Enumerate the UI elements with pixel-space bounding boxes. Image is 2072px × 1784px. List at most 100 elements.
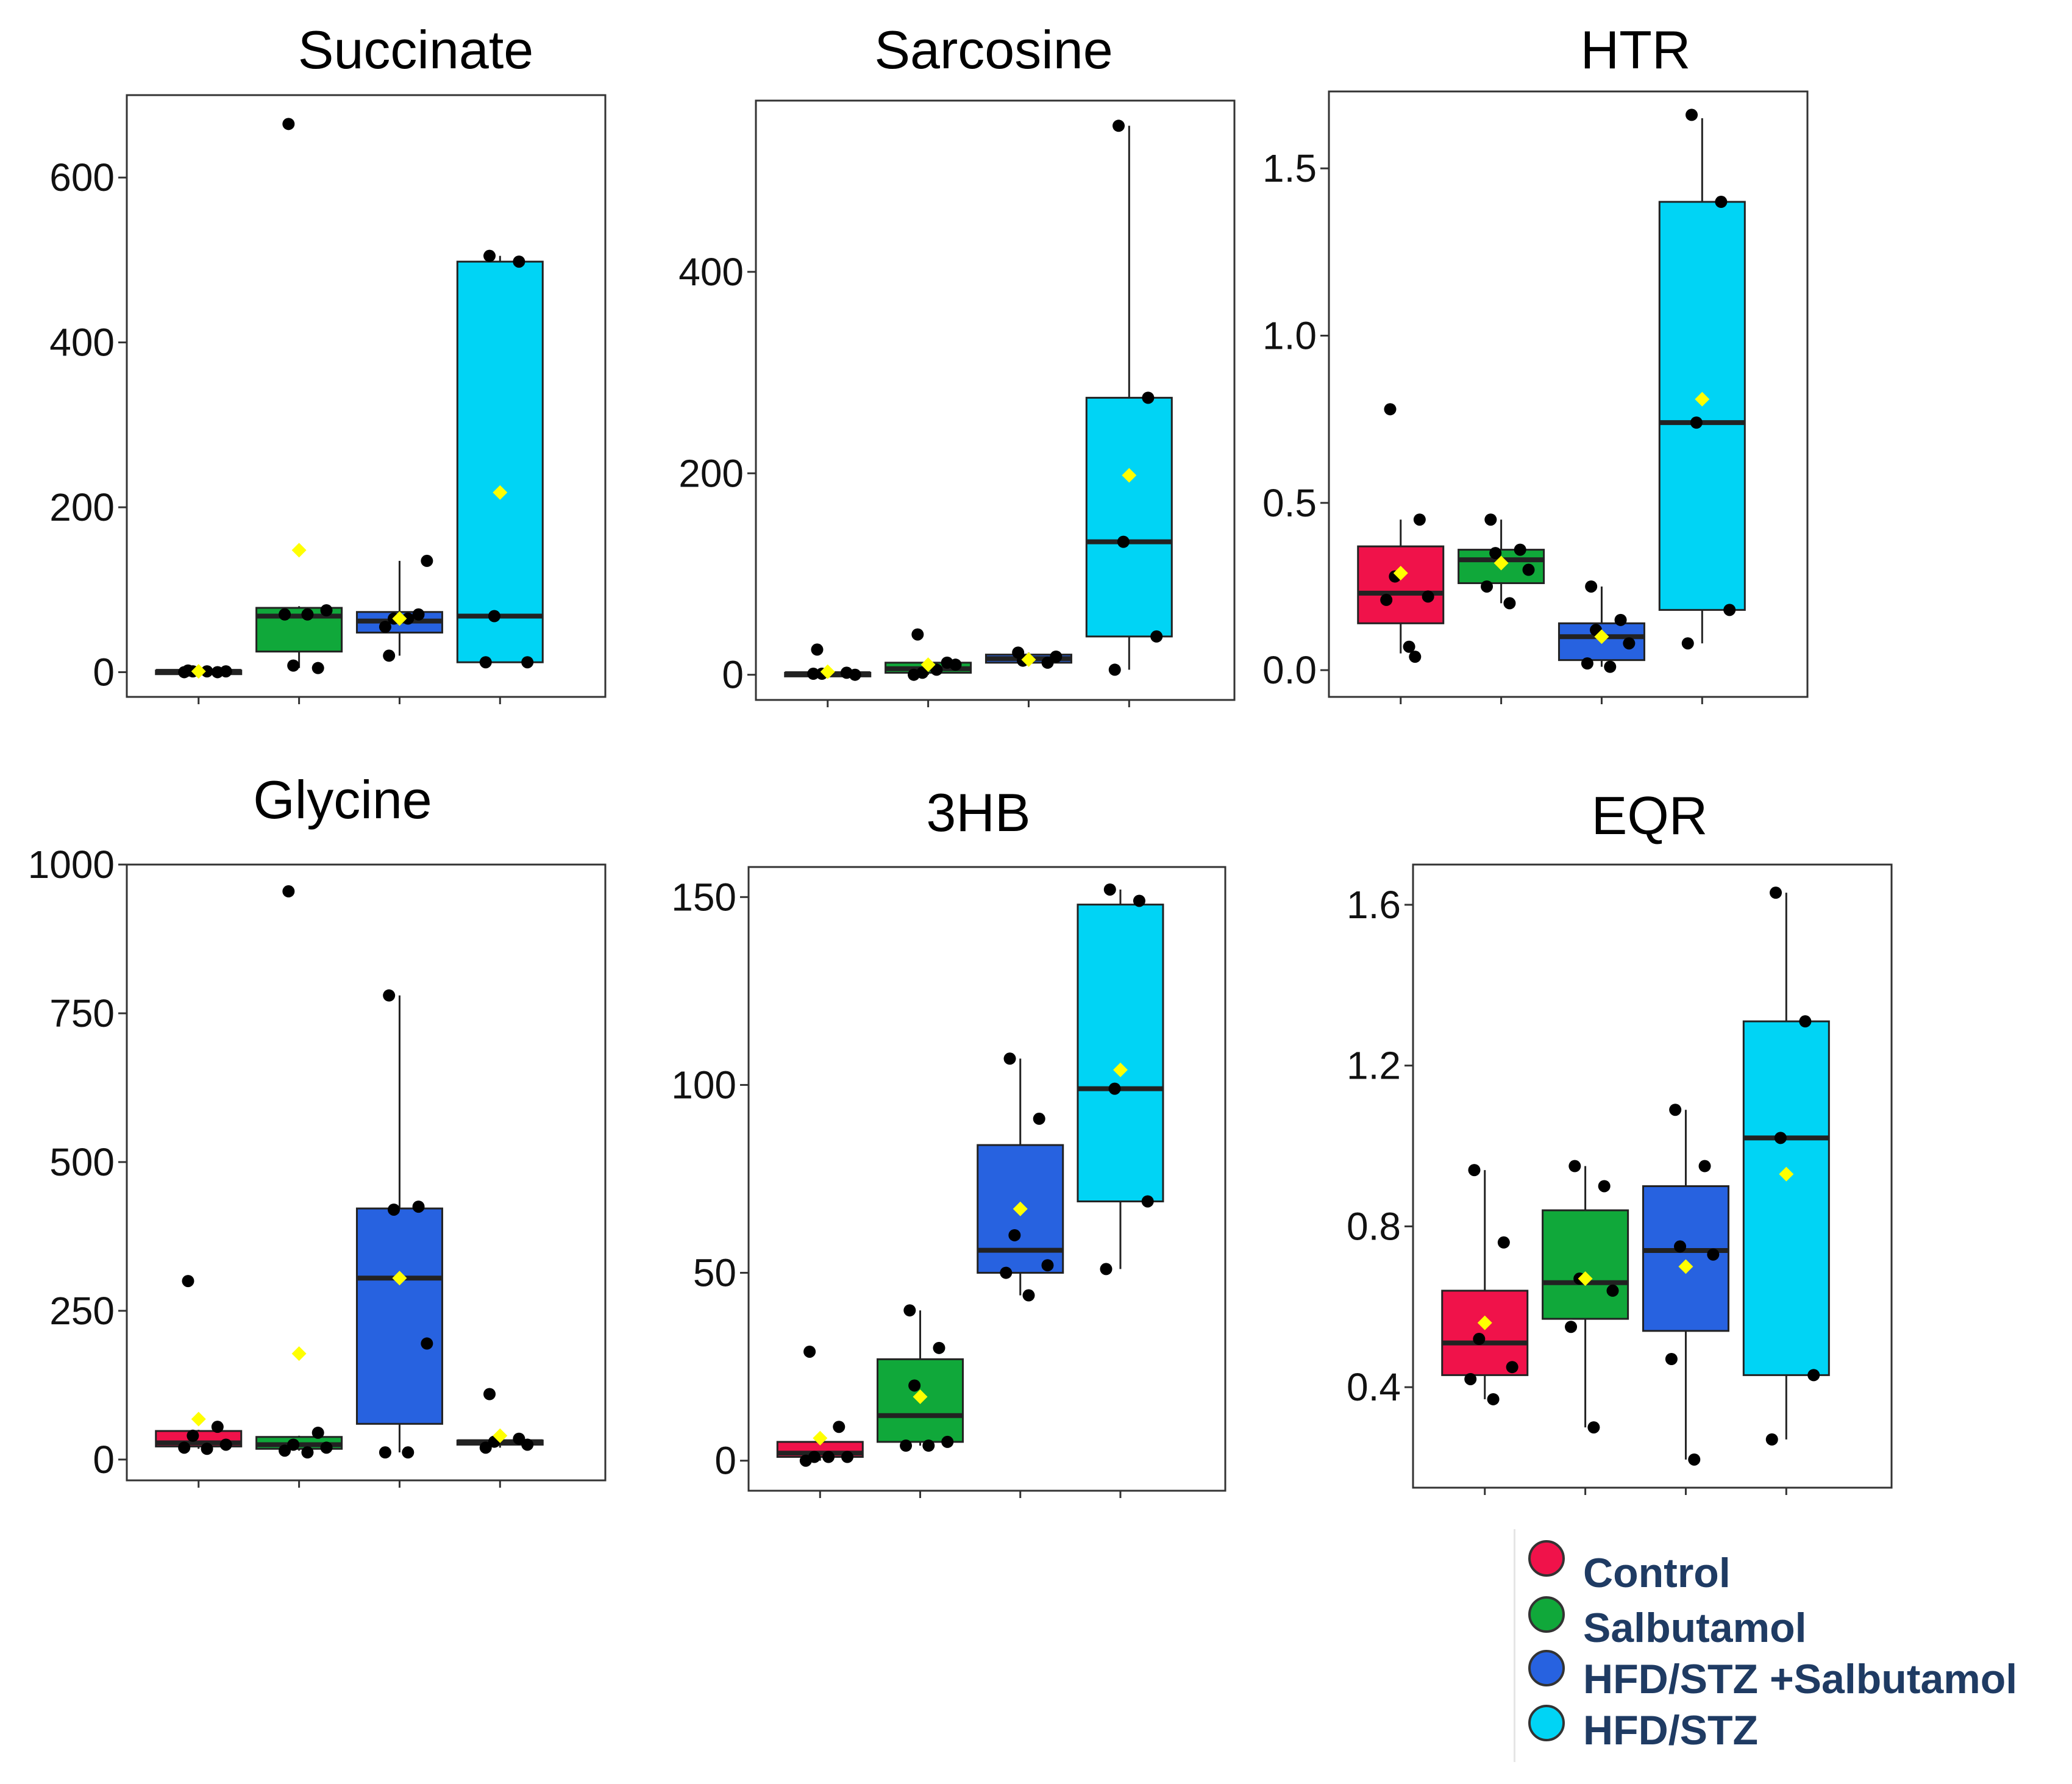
- legend-item-control: Control: [1528, 1540, 1731, 1596]
- data-point-hfd-stz: [1770, 887, 1782, 899]
- mean-marker-hfd-stz: [1122, 468, 1137, 483]
- y-tick-label-eqr: 0.4: [1347, 1365, 1401, 1409]
- box-group-hfd-stz: [1658, 109, 1746, 704]
- data-point-hfd-stz: [1799, 1015, 1812, 1028]
- box-group-hfd-stz-salbutamol: [355, 554, 443, 704]
- data-point-control: [833, 1421, 846, 1433]
- mean-marker-control: [1393, 566, 1408, 581]
- y-tick-label-eqr: 0.8: [1347, 1204, 1401, 1248]
- data-point-control: [201, 665, 213, 678]
- data-point-salbutamol: [1484, 513, 1497, 526]
- data-point-control: [1473, 1333, 1486, 1346]
- data-point-hfd-stz-salbutamol: [1022, 1289, 1035, 1302]
- box-group-hfd-stz-salbutamol: [984, 646, 1072, 707]
- data-point-hfd-stz: [1142, 391, 1155, 404]
- data-point-hfd-stz: [1103, 883, 1116, 896]
- data-point-hfd-stz-salbutamol: [383, 989, 396, 1002]
- mean-marker-hfd-stz-salbutamol: [1594, 629, 1609, 644]
- data-point-hfd-stz: [1108, 663, 1121, 676]
- data-point-control: [1403, 640, 1415, 653]
- data-point-hfd-stz: [1113, 120, 1125, 132]
- panel-3hb: 3HB 0 50 100 150: [671, 782, 1226, 1498]
- data-point-salbutamol: [312, 1426, 324, 1439]
- mean-marker-hfd-stz: [1113, 1062, 1128, 1077]
- data-point-hfd-stz-salbutamol: [402, 612, 415, 625]
- data-point-salbutamol: [1489, 547, 1502, 560]
- data-point-salbutamol: [1568, 1160, 1581, 1172]
- data-point-hfd-stz-salbutamol: [1033, 1112, 1045, 1125]
- mean-marker-salbutamol: [1493, 555, 1509, 571]
- data-point-hfd-stz: [1100, 1263, 1113, 1276]
- data-point-salbutamol: [949, 658, 962, 671]
- data-point-control: [807, 668, 820, 680]
- data-point-hfd-stz-salbutamol: [1669, 1104, 1682, 1116]
- legend-label-salbutamol: Salbutamol: [1583, 1605, 1807, 1651]
- legend-label-control: Control: [1583, 1550, 1731, 1596]
- mean-marker-hfd-stz: [1695, 391, 1710, 407]
- box-salbutamol: [1542, 1209, 1629, 1320]
- box-group-salbutamol: [255, 885, 343, 1488]
- legend-item-hfd-stz-salbutamol: HFD/STZ +Salbutamol: [1528, 1650, 2017, 1702]
- plot-frame-eqr: [1412, 863, 1893, 1489]
- data-point-hfd-stz: [521, 656, 534, 669]
- data-point-hfd-stz-salbutamol: [1050, 650, 1063, 663]
- data-point-salbutamol: [1598, 1180, 1611, 1193]
- data-point-control: [211, 1421, 224, 1433]
- data-point-salbutamol: [279, 1444, 291, 1457]
- box-group-hfd-stz-salbutamol: [977, 1052, 1064, 1498]
- data-point-hfd-stz-salbutamol: [1623, 637, 1636, 650]
- box-hfd-stz: [1742, 1020, 1830, 1376]
- data-point-salbutamol: [1503, 597, 1516, 610]
- data-point-control: [187, 1429, 199, 1442]
- panel-eqr: EQR 0.4 0.8 1.2 1.6: [1347, 785, 1893, 1495]
- y-tick-label-htr: 1.5: [1262, 146, 1317, 190]
- box-group-salbutamol: [877, 1304, 964, 1498]
- data-point-salbutamol: [1606, 1284, 1619, 1297]
- data-point-hfd-stz-salbutamol: [421, 1337, 433, 1350]
- data-point-hfd-stz: [479, 656, 492, 669]
- y-tick-label-sarcosine: 0: [722, 653, 744, 697]
- data-point-salbutamol: [1522, 563, 1535, 576]
- data-point-hfd-stz: [1133, 894, 1145, 907]
- legend-marker-hfd-stz: [1528, 1705, 1565, 1741]
- data-point-control: [841, 1450, 854, 1463]
- legend-marker-hfd-stz-salbutamol: [1528, 1650, 1565, 1686]
- data-point-control: [822, 1450, 835, 1463]
- mean-marker-control: [813, 1430, 828, 1446]
- data-point-control: [182, 1275, 194, 1288]
- box-hfd-stz: [1085, 396, 1173, 638]
- data-point-salbutamol: [301, 608, 314, 621]
- data-point-hfd-stz-salbutamol: [1707, 1248, 1720, 1261]
- data-point-hfd-stz: [1686, 109, 1698, 121]
- legend-item-salbutamol: Salbutamol: [1528, 1596, 1807, 1651]
- y-tick-label-sarcosine: 200: [678, 451, 744, 495]
- y-tick-label-succinate: 600: [49, 155, 115, 199]
- y-tick-label-3hb: 0: [714, 1439, 736, 1483]
- data-point-hfd-stz: [1108, 1082, 1121, 1095]
- mean-marker-salbutamol: [1578, 1271, 1593, 1286]
- data-point-control: [1380, 593, 1393, 606]
- data-point-hfd-stz: [1150, 630, 1163, 643]
- panel-title-3hb: 3HB: [926, 782, 1030, 843]
- box-group-hfd-stz: [1077, 883, 1164, 1498]
- plot-frame-sarcosine: [755, 99, 1236, 701]
- box-group-control: [776, 1345, 864, 1498]
- data-point-salbutamol: [320, 1441, 333, 1454]
- legend-label-hfd-stz-salbutamol: HFD/STZ +Salbutamol: [1583, 1656, 2017, 1702]
- box-group-hfd-stz-salbutamol: [1642, 1104, 1729, 1495]
- data-point-salbutamol: [911, 628, 924, 641]
- panel-title-glycine: Glycine: [253, 769, 432, 830]
- y-tick-label-htr: 0.0: [1262, 648, 1317, 692]
- data-point-hfd-stz-salbutamol: [1008, 1229, 1021, 1241]
- panel-htr: HTR 0.0 0.5 1.0 1.5: [1262, 20, 1809, 704]
- data-point-hfd-stz: [488, 610, 500, 623]
- data-point-hfd-stz-salbutamol: [388, 1203, 401, 1216]
- y-tick-label-3hb: 150: [671, 875, 736, 919]
- data-point-hfd-stz-salbutamol: [1688, 1453, 1701, 1466]
- data-point-salbutamol: [908, 1379, 921, 1392]
- data-point-control: [1468, 1164, 1481, 1177]
- data-point-hfd-stz: [1765, 1433, 1778, 1446]
- y-tick-label-htr: 0.5: [1262, 481, 1317, 525]
- data-point-control: [178, 1441, 191, 1454]
- data-point-salbutamol: [1565, 1321, 1578, 1333]
